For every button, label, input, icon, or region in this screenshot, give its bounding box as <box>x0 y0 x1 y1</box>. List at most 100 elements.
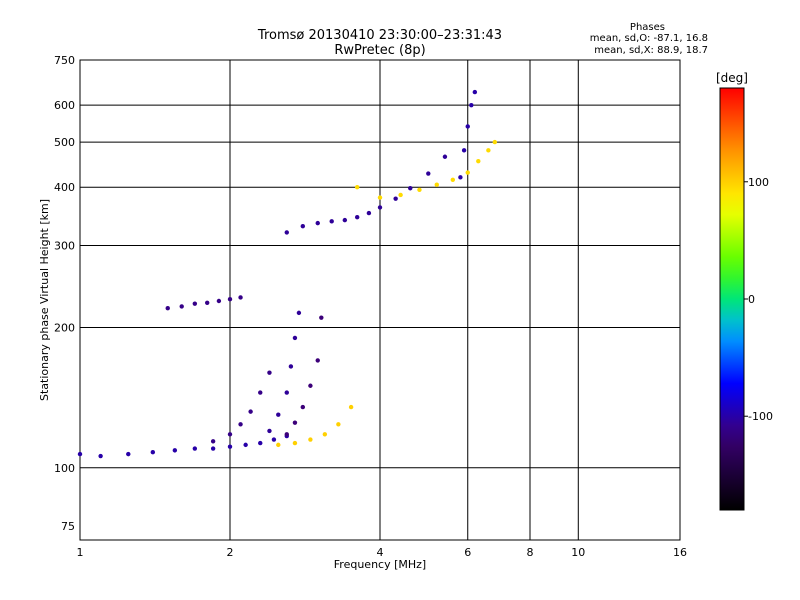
x-tick-label: 16 <box>673 546 687 559</box>
data-point <box>227 432 233 437</box>
colorbar-tick-label: 100 <box>748 176 769 189</box>
data-point <box>77 451 83 457</box>
data-point <box>179 304 184 309</box>
data-point <box>98 453 103 459</box>
data-point <box>165 306 170 311</box>
x-tick-label: 1 <box>77 546 84 559</box>
data-point <box>354 214 360 220</box>
data-point <box>276 412 281 417</box>
data-point <box>398 192 403 198</box>
data-point <box>284 432 289 437</box>
trace-f2-o-trace <box>284 154 448 235</box>
data-point <box>276 442 281 448</box>
data-point <box>393 196 398 201</box>
y-tick-label: 500 <box>54 136 75 149</box>
y-tick-label: 100 <box>54 462 75 475</box>
y-tick-label: 300 <box>54 239 75 252</box>
data-point <box>192 301 198 306</box>
data-point <box>210 439 216 444</box>
data-point <box>450 177 456 182</box>
data-point <box>238 422 243 427</box>
data-point <box>377 205 383 210</box>
data-point <box>469 102 474 108</box>
data-point <box>315 358 320 363</box>
colorbar-tick-label: -100 <box>748 410 773 423</box>
data-point <box>465 170 470 175</box>
trace-spread-f-high <box>458 89 478 180</box>
trace-e-region-x-trace <box>276 404 354 448</box>
legend-line-x: mean, sd,X: 88.9, 18.7 <box>594 45 708 56</box>
data-point <box>300 223 306 229</box>
data-point <box>472 89 478 95</box>
data-point <box>216 298 222 304</box>
data-point <box>458 175 463 180</box>
data-point <box>315 220 320 226</box>
y-tick-label: 750 <box>54 54 75 67</box>
x-tick-label: 8 <box>527 546 534 559</box>
data-point <box>292 440 298 446</box>
data-point <box>308 383 313 388</box>
data-point <box>348 404 354 410</box>
data-point <box>461 148 467 153</box>
data-point <box>210 446 216 451</box>
trace-f1-rising-o-trace-a <box>210 370 272 444</box>
x-tick-label: 2 <box>227 546 234 559</box>
x-tick-label: 4 <box>377 546 384 559</box>
data-point <box>322 432 328 437</box>
data-point <box>284 230 289 235</box>
data-point <box>172 448 178 453</box>
trace-f1-rising-o-trace-b <box>267 310 302 434</box>
data-point <box>492 139 498 145</box>
data-point <box>126 451 131 457</box>
data-point <box>354 185 360 190</box>
data-point <box>150 450 156 455</box>
data-point <box>308 437 313 442</box>
data-point <box>465 124 470 129</box>
y-tick-label: 400 <box>54 181 75 194</box>
chart-subtitle: RwPretec (8p) <box>334 43 426 58</box>
data-point <box>204 300 210 305</box>
data-point <box>267 370 272 375</box>
trace-f1-rising-o-trace-c <box>284 315 324 437</box>
data-point <box>417 187 422 192</box>
data-point <box>366 210 372 216</box>
x-tick-label: 10 <box>571 546 585 559</box>
data-point <box>377 195 383 200</box>
plot-frame <box>79 59 681 541</box>
legend-title: Phases <box>629 22 665 33</box>
data-point <box>442 154 448 159</box>
trace-sporadic-layer <box>165 295 243 311</box>
data-point <box>336 422 341 427</box>
y-tick-label: 200 <box>54 322 75 335</box>
y-tick-label: 75 <box>61 520 75 533</box>
y-tick-label: 600 <box>54 99 75 112</box>
trace-f2-x-trace <box>354 139 498 200</box>
colorbar-tick-label: 0 <box>748 293 755 306</box>
data-point <box>434 182 439 187</box>
y-axis-label: Stationary phase Virtual Height [km] <box>38 199 51 401</box>
data-point <box>288 364 294 369</box>
data-point <box>296 310 302 316</box>
data-point <box>408 186 413 191</box>
data-point <box>300 404 306 410</box>
legend-line-o: mean, sd,O: -87.1, 16.8 <box>589 33 708 44</box>
data-point <box>271 437 277 442</box>
chart-title: Tromsø 20130410 23:30:00–23:31:43 <box>257 28 503 43</box>
data-point <box>238 295 243 300</box>
trace-e-region-o-trace <box>77 433 289 459</box>
data-point <box>329 219 334 224</box>
data-point <box>486 148 491 153</box>
data-point <box>426 171 431 176</box>
data-point <box>284 390 289 395</box>
data-point <box>292 420 298 425</box>
colorbar <box>719 87 745 511</box>
data-point <box>192 446 198 451</box>
data-point <box>319 315 324 320</box>
x-axis-label: Frequency [MHz] <box>334 558 426 571</box>
data-point <box>258 390 263 395</box>
data-point <box>248 409 253 414</box>
data-point <box>292 335 298 341</box>
data-point <box>258 440 263 446</box>
